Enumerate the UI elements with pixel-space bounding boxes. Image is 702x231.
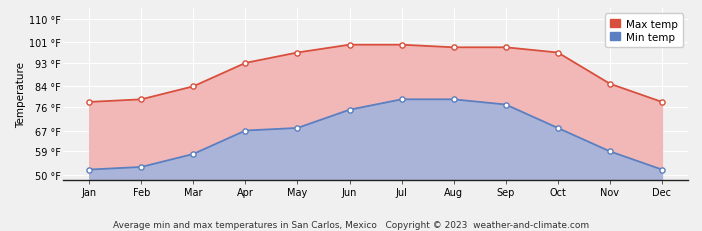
Legend: Max temp, Min temp: Max temp, Min temp	[605, 14, 683, 48]
Point	[604, 150, 616, 154]
Point	[344, 108, 355, 112]
Point	[84, 168, 95, 172]
Point	[187, 152, 199, 156]
Point	[396, 44, 407, 47]
Point	[187, 85, 199, 89]
Point	[552, 52, 564, 55]
Point	[604, 82, 616, 86]
Point	[84, 101, 95, 104]
Point	[240, 62, 251, 65]
Y-axis label: Temperature: Temperature	[15, 62, 26, 128]
Point	[552, 127, 564, 130]
Point	[396, 98, 407, 102]
Point	[448, 46, 459, 50]
Text: Average min and max temperatures in San Carlos, Mexico   Copyright © 2023  weath: Average min and max temperatures in San …	[113, 220, 589, 229]
Point	[135, 165, 147, 169]
Point	[500, 46, 511, 50]
Point	[500, 103, 511, 107]
Point	[448, 98, 459, 102]
Point	[656, 101, 668, 104]
Point	[240, 129, 251, 133]
Point	[135, 98, 147, 102]
Point	[656, 168, 668, 172]
Point	[292, 52, 303, 55]
Point	[344, 44, 355, 47]
Point	[292, 127, 303, 130]
